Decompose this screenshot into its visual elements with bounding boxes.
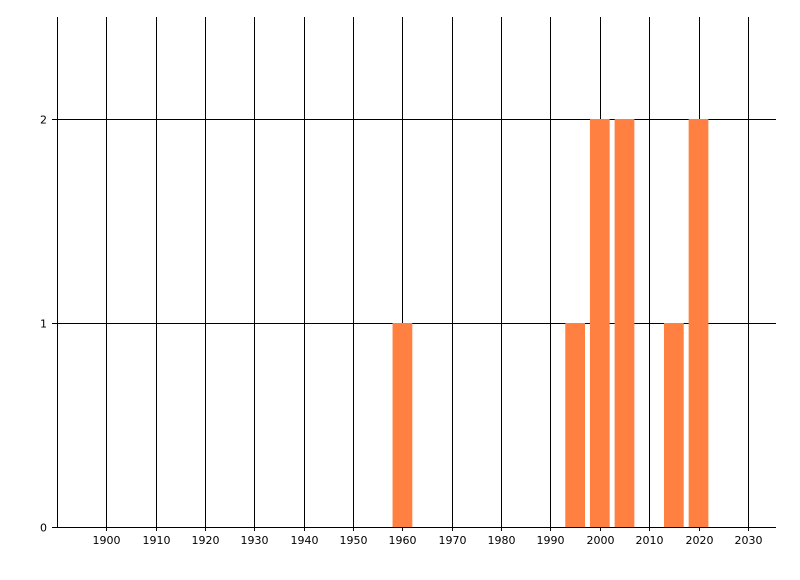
x-tick-label: 1980 <box>488 534 516 547</box>
x-tick-label: 1940 <box>291 534 319 547</box>
x-tick-label: 1910 <box>143 534 171 547</box>
bar <box>663 323 684 527</box>
bar <box>565 323 586 527</box>
bar <box>614 119 635 527</box>
bars <box>392 119 709 527</box>
x-tick-label: 2010 <box>636 534 664 547</box>
x-tick-label: 1900 <box>93 534 121 547</box>
y-tick-label: 1 <box>40 318 47 331</box>
bar <box>589 119 610 527</box>
bar <box>392 323 413 527</box>
x-tick-label: 1970 <box>439 534 467 547</box>
x-tick-label: 2030 <box>735 534 763 547</box>
y-tick-label: 2 <box>40 114 47 127</box>
x-tick-label: 2020 <box>686 534 714 547</box>
x-tick-label: 1930 <box>241 534 269 547</box>
tick-labels: 1900 1910 1920 1930 1940 1950 1960 1970 1980 1990… <box>40 114 763 548</box>
x-tick-label: 2000 <box>587 534 615 547</box>
y-tick-label: 0 <box>40 522 47 535</box>
x-tick-label: 1990 <box>537 534 565 547</box>
bar <box>688 119 709 527</box>
axes <box>57 17 776 528</box>
x-tick-label: 1950 <box>340 534 368 547</box>
x-tick-label: 1920 <box>192 534 220 547</box>
x-tick-label: 1960 <box>389 534 417 547</box>
